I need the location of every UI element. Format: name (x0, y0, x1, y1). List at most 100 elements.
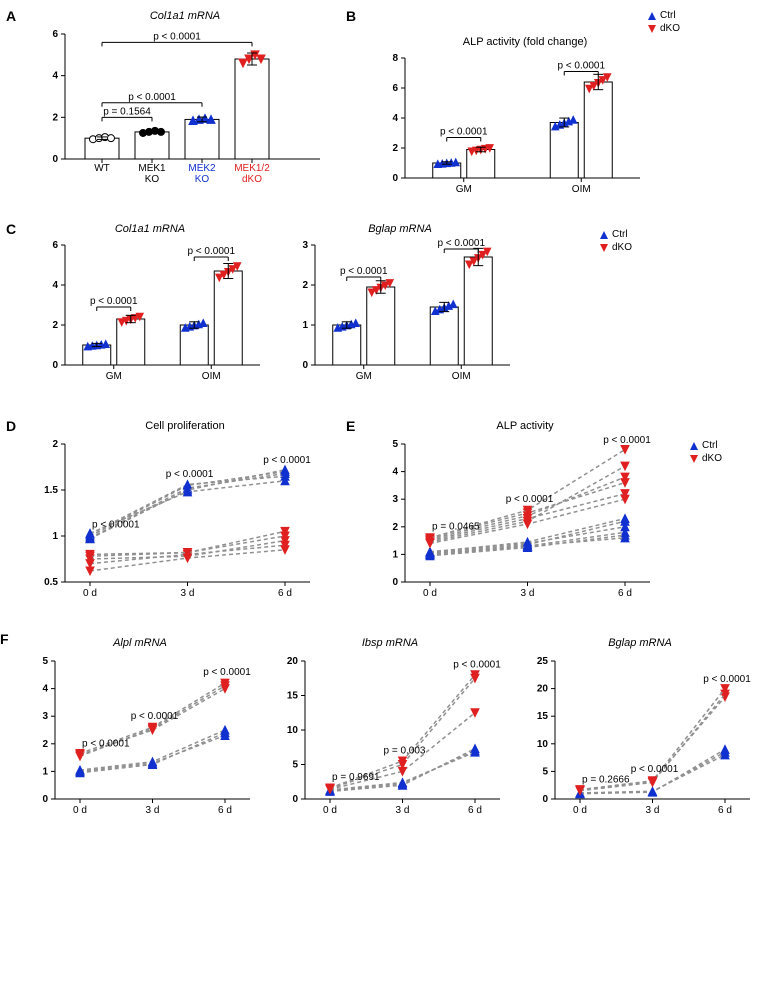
svg-text:MEK2: MEK2 (188, 163, 216, 174)
svg-text:dKO: dKO (242, 174, 262, 185)
chart-e: 0123450 d3 d6 dp = 0.0465p < 0.0001p < 0… (370, 434, 660, 604)
chart-title-a: Col1a1 mRNA (30, 10, 340, 22)
svg-text:3: 3 (42, 711, 48, 722)
svg-text:0: 0 (302, 360, 308, 371)
svg-text:3 d: 3 d (181, 588, 195, 599)
legend-ctrl-label: Ctrl (612, 229, 628, 240)
svg-text:2: 2 (52, 439, 58, 450)
svg-text:1: 1 (392, 549, 398, 560)
chart-title-e: ALP activity (370, 420, 680, 432)
svg-text:GM: GM (456, 184, 472, 195)
svg-text:1: 1 (302, 320, 308, 331)
svg-text:p = 0.9691: p = 0.9691 (332, 772, 380, 783)
svg-text:20: 20 (287, 656, 299, 667)
svg-text:0.5: 0.5 (44, 577, 58, 588)
chart-f3: 05101520250 d3 d6 dp = 0.2666p < 0.0001p… (520, 651, 760, 821)
svg-text:p < 0.0001: p < 0.0001 (166, 469, 214, 480)
panel-label-b: B (346, 8, 356, 24)
legend-ctrl-label: Ctrl (702, 440, 718, 451)
svg-text:p < 0.0001: p < 0.0001 (82, 739, 130, 750)
svg-text:p < 0.0001: p < 0.0001 (557, 61, 605, 72)
chart-d: 0.511.520 d3 d6 dp < 0.0001p < 0.0001p <… (30, 434, 320, 604)
legend-ctrl-icon (600, 231, 608, 239)
svg-text:6 d: 6 d (218, 805, 232, 816)
chart-title-b: ALP activity (fold change) (370, 36, 680, 48)
chart-c1: 0246GMp < 0.0001OIMp < 0.0001 (30, 237, 270, 387)
svg-text:25: 25 (537, 656, 549, 667)
svg-text:MEK1/2: MEK1/2 (234, 163, 270, 174)
svg-text:0 d: 0 d (573, 805, 587, 816)
chart-b: 02468GMp < 0.0001OIMp < 0.0001 (370, 50, 650, 200)
panel-label-c: C (6, 221, 16, 237)
svg-text:2: 2 (392, 143, 398, 154)
svg-text:20: 20 (537, 684, 549, 695)
svg-text:WT: WT (94, 163, 110, 174)
chart-title-f3: Bglap mRNA (520, 637, 760, 649)
svg-text:5: 5 (292, 760, 298, 771)
svg-text:8: 8 (392, 53, 398, 64)
chart-title-f2: Ibsp mRNA (270, 637, 510, 649)
svg-text:0: 0 (292, 794, 298, 805)
svg-text:p < 0.0001: p < 0.0001 (340, 266, 388, 277)
svg-text:p < 0.0001: p < 0.0001 (90, 296, 138, 307)
svg-text:5: 5 (392, 439, 398, 450)
svg-text:p < 0.0001: p < 0.0001 (187, 246, 235, 257)
chart-f2: 051015200 d3 d6 dp = 0.9691p = 0.003p < … (270, 651, 510, 821)
panel-label-d: D (6, 418, 16, 434)
svg-text:10: 10 (287, 725, 299, 736)
svg-text:3: 3 (302, 240, 308, 251)
svg-text:6: 6 (52, 29, 58, 40)
legend-de: Ctrl dKO (690, 440, 722, 466)
svg-text:MEK1: MEK1 (138, 163, 166, 174)
svg-text:3: 3 (392, 494, 398, 505)
svg-text:6 d: 6 d (618, 588, 632, 599)
svg-text:p = 0.1564: p = 0.1564 (103, 106, 151, 117)
svg-text:2: 2 (52, 112, 58, 123)
svg-text:GM: GM (106, 371, 122, 382)
svg-text:6: 6 (392, 83, 398, 94)
svg-text:6 d: 6 d (278, 588, 292, 599)
legend-dko-label: dKO (612, 242, 632, 253)
svg-text:0 d: 0 d (73, 805, 87, 816)
svg-text:p < 0.0001: p < 0.0001 (453, 659, 501, 670)
svg-text:0: 0 (392, 173, 398, 184)
legend-ctrl-icon (690, 442, 698, 450)
svg-text:3 d: 3 d (646, 805, 660, 816)
svg-text:2: 2 (52, 320, 58, 331)
chart-a: 0246WTMEK1KOMEK2KOMEK1/2dKOp = 0.1564p <… (30, 24, 330, 194)
svg-text:0: 0 (52, 360, 58, 371)
chart-c2: 0123GMp < 0.0001OIMp < 0.0001 (280, 237, 520, 387)
panel-c: C Col1a1 mRNA 0246GMp < 0.0001OIMp < 0.0… (10, 223, 590, 390)
chart-title-f1: Alpl mRNA (20, 637, 260, 649)
svg-text:p < 0.0001: p < 0.0001 (437, 238, 485, 249)
svg-text:1: 1 (42, 766, 48, 777)
svg-text:6 d: 6 d (468, 805, 482, 816)
legend-dko-icon (690, 455, 698, 463)
panel-label-a: A (6, 8, 16, 24)
svg-text:OIM: OIM (202, 371, 221, 382)
panel-a: A Col1a1 mRNA 0246WTMEK1KOMEK2KOMEK1/2dK… (10, 10, 340, 197)
svg-text:p < 0.0001: p < 0.0001 (263, 455, 311, 466)
svg-text:OIM: OIM (572, 184, 591, 195)
svg-text:p < 0.0001: p < 0.0001 (440, 127, 488, 138)
svg-text:KO: KO (145, 174, 160, 185)
legend-ctrl-label: Ctrl (660, 10, 676, 21)
svg-text:p < 0.0001: p < 0.0001 (131, 711, 179, 722)
panel-b: B Ctrl dKO ALP activity (fold change) 02… (350, 10, 680, 203)
svg-text:p < 0.0001: p < 0.0001 (203, 667, 251, 678)
svg-text:15: 15 (287, 691, 299, 702)
svg-text:6 d: 6 d (718, 805, 732, 816)
svg-text:2: 2 (392, 522, 398, 533)
svg-text:OIM: OIM (452, 371, 471, 382)
row-de: D Cell proliferation 0.511.520 d3 d6 dp … (10, 420, 772, 607)
row-f: F Alpl mRNA 0123450 d3 d6 dp < 0.0001p <… (10, 637, 772, 824)
svg-text:GM: GM (356, 371, 372, 382)
svg-text:3 d: 3 d (521, 588, 535, 599)
svg-text:0 d: 0 d (323, 805, 337, 816)
legend-dko-label: dKO (702, 453, 722, 464)
chart-title-c2: Bglap mRNA (280, 223, 520, 235)
svg-text:p = 0.0465: p = 0.0465 (432, 522, 480, 533)
svg-text:5: 5 (42, 656, 48, 667)
svg-text:5: 5 (542, 766, 548, 777)
svg-text:0: 0 (52, 154, 58, 165)
